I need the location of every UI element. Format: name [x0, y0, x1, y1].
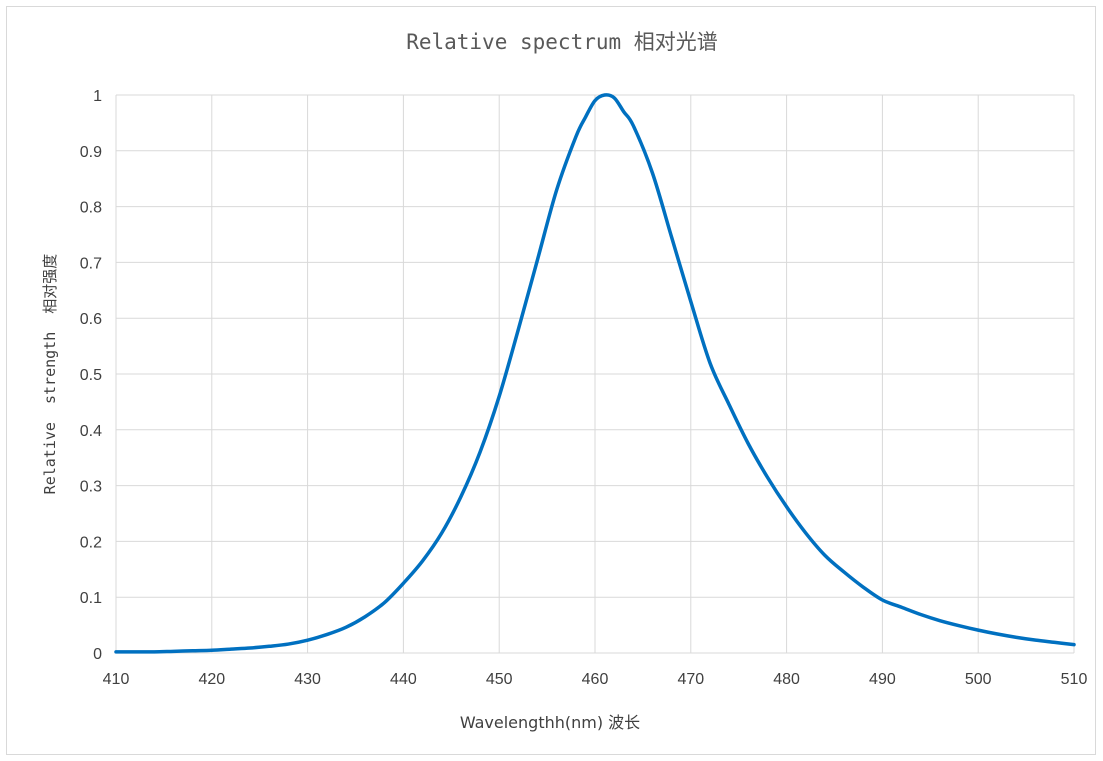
- x-tick-label: 490: [869, 671, 896, 688]
- y-tick-label: 1: [93, 88, 102, 105]
- x-tick-label: 480: [773, 671, 800, 688]
- x-tick-label: 510: [1061, 671, 1088, 688]
- x-tick-label: 420: [198, 671, 225, 688]
- y-tick-label: 0.9: [80, 144, 102, 161]
- y-axis-label: Relative strength 相对强度: [41, 254, 59, 495]
- y-tick-label: 0.6: [80, 311, 102, 328]
- y-tick-label: 0.2: [80, 534, 102, 551]
- y-tick-label: 0.8: [80, 200, 102, 217]
- y-tick-label: 0.1: [80, 590, 102, 607]
- x-tick-label: 460: [582, 671, 609, 688]
- x-tick-label: 470: [677, 671, 704, 688]
- y-tick-label: 0.5: [80, 367, 102, 384]
- x-tick-label: 450: [486, 671, 513, 688]
- y-tick-label: 0.7: [80, 255, 102, 272]
- series-line: [114, 93, 1076, 654]
- x-tick-label: 430: [294, 671, 321, 688]
- y-tick-label: 0: [93, 646, 102, 663]
- y-tick-label: 0.3: [80, 479, 102, 496]
- x-axis-label: Wavelengthh(nm) 波长: [460, 713, 640, 732]
- y-tick-label: 0.4: [80, 423, 102, 440]
- grid-lines: [115, 94, 1075, 654]
- chart-title: Relative spectrum 相对光谱: [406, 30, 718, 54]
- x-tick-label: 440: [390, 671, 417, 688]
- chart-frame: [6, 6, 1096, 755]
- x-tick-label: 500: [965, 671, 992, 688]
- x-tick-label: 410: [103, 671, 130, 688]
- tick-labels: 410 420 430 440 450 460 470 480 490 500 510 0 0.1 0.2…: [80, 88, 1088, 688]
